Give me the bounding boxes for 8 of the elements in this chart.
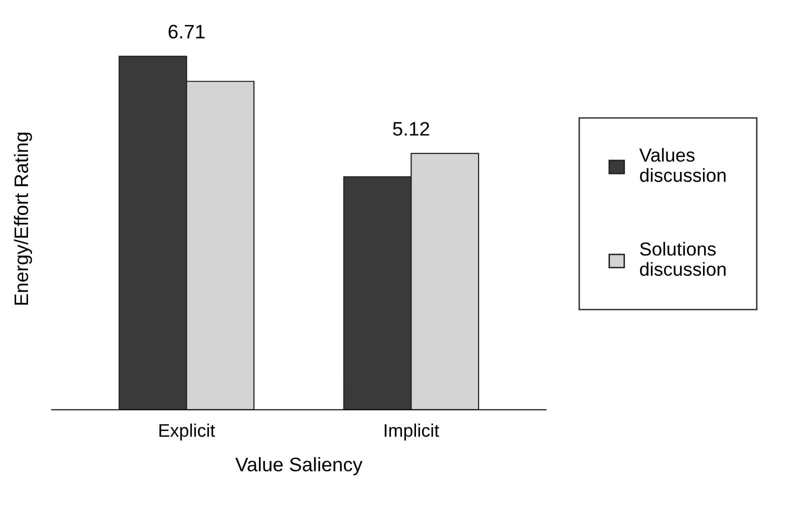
legend-label: Solutions discussion	[640, 242, 726, 276]
annotation: 5.12	[393, 122, 430, 136]
y-axis-title: Energy/Effort Rating	[14, 132, 32, 305]
x-tick-label: Implicit	[384, 424, 440, 440]
annotation: 6.71	[168, 24, 205, 39]
legend-label: Values discussion	[639, 148, 726, 182]
x-tick-label: Explicit	[159, 424, 216, 440]
x-axis-title: Value Saliency	[235, 457, 362, 476]
